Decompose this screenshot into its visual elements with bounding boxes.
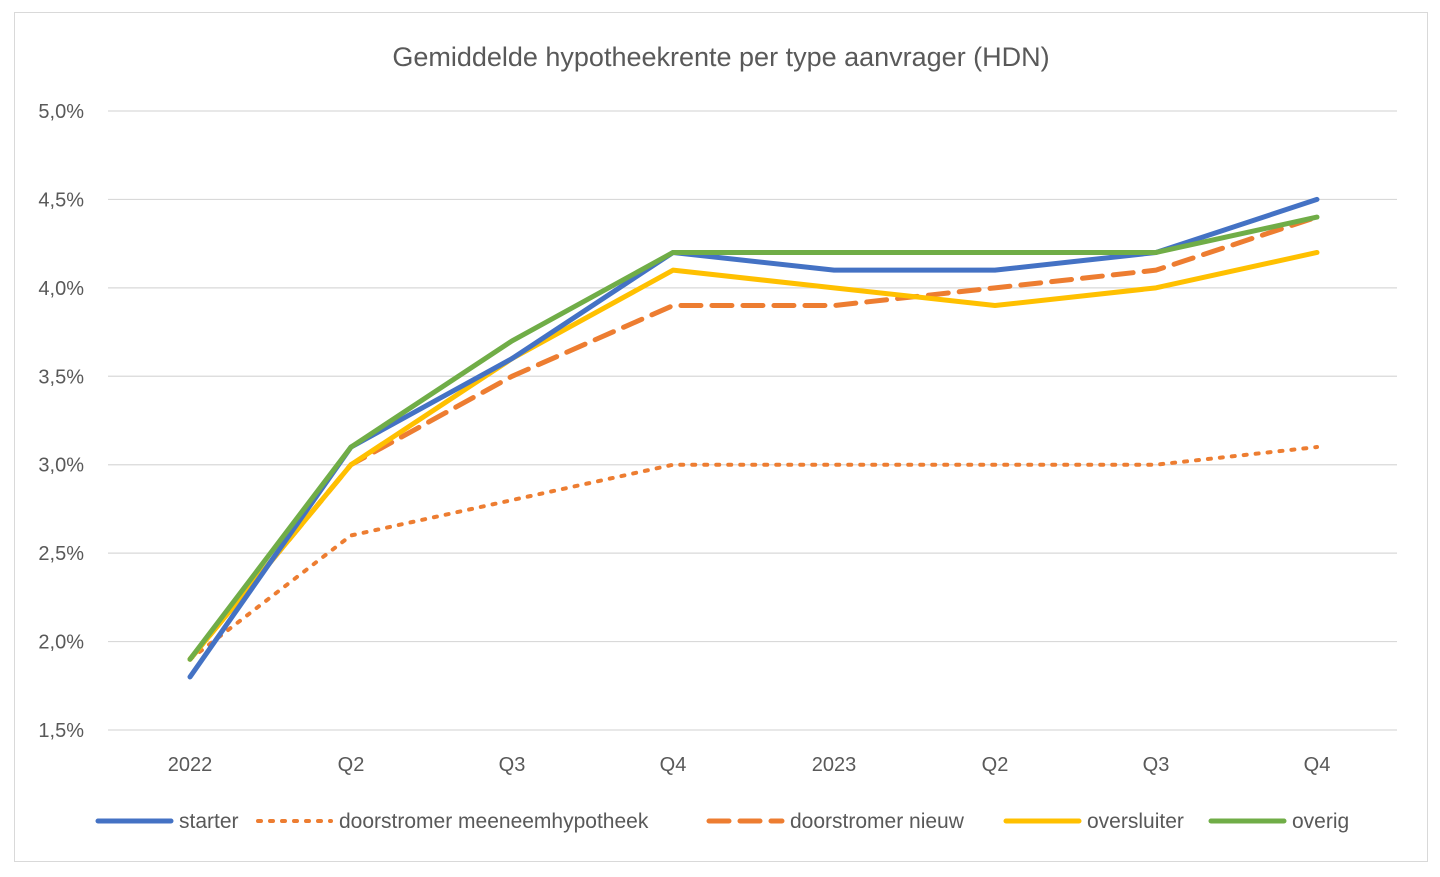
y-tick-label: 4,0%: [38, 278, 84, 300]
series-line-oversluiter: [187, 249, 1320, 662]
x-axis-ticks: 2022 Q2 Q3 Q4 2023 Q2 Q3 Q4: [168, 754, 1331, 776]
y-tick-label: 3,5%: [38, 366, 84, 388]
legend-label: overig: [1292, 810, 1349, 833]
x-tick-label: Q2: [338, 754, 365, 776]
chart-frame: [14, 12, 1428, 862]
x-tick-label: 2022: [168, 754, 213, 776]
x-tick-label: 2023: [812, 754, 857, 776]
legend-label: starter: [179, 810, 239, 833]
y-tick-label: 2,0%: [38, 632, 84, 654]
series-line-doorstromer-meeneemhypotheek: [188, 445, 1319, 662]
y-tick-label: 5,0%: [38, 101, 84, 123]
x-tick-label: Q3: [1143, 754, 1170, 776]
legend: starter doorstromer meeneemhypotheek doors…: [95, 810, 1349, 833]
y-tick-label: 2,5%: [38, 543, 84, 565]
x-tick-label: Q4: [1304, 754, 1331, 776]
legend-label: doorstromer meeneemhypotheek: [339, 810, 649, 833]
y-axis-ticks: 1,5% 2,0% 2,5% 3,0% 3,5% 4,0% 4,5% 5,0%: [38, 101, 84, 742]
legend-label: doorstromer nieuw: [790, 810, 965, 833]
x-tick-label: Q2: [982, 754, 1009, 776]
y-tick-label: 4,5%: [38, 189, 84, 211]
legend-label: oversluiter: [1087, 810, 1184, 833]
y-tick-label: 3,0%: [38, 455, 84, 477]
series-lines: [187, 196, 1320, 680]
y-tick-label: 1,5%: [38, 720, 84, 742]
gridlines: [108, 110, 1397, 731]
chart-title: Gemiddelde hypotheekrente per type aanvr…: [392, 42, 1049, 72]
series-line-doorstromer-nieuw: [187, 214, 1320, 662]
x-tick-label: Q3: [499, 754, 526, 776]
x-tick-label: Q4: [660, 754, 687, 776]
series-line-overig: [187, 214, 1320, 662]
